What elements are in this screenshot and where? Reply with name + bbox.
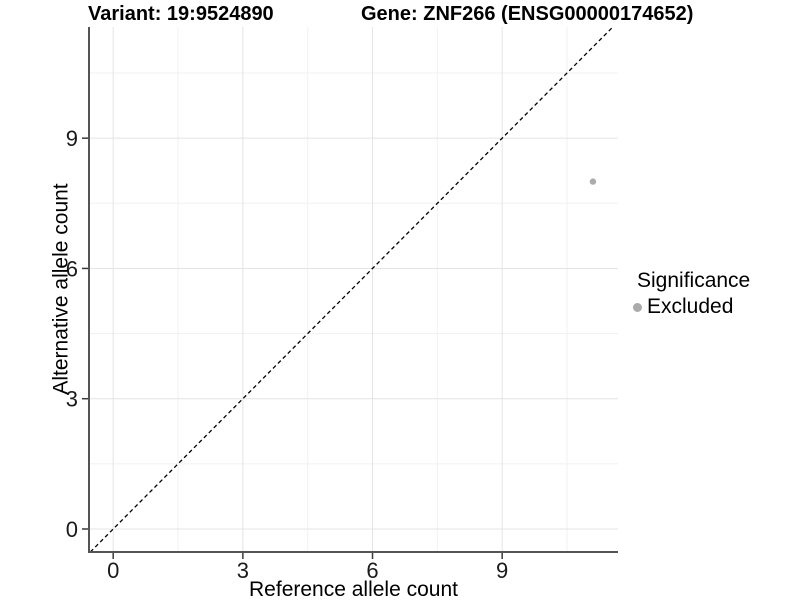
y-tick-label: 9 xyxy=(66,126,78,151)
y-tick-label: 0 xyxy=(66,517,78,542)
x-tick-label: 9 xyxy=(496,558,508,583)
plot-title-gene: Gene: ZNF266 (ENSG00000174652) xyxy=(361,3,694,25)
legend-item-label: Excluded xyxy=(647,295,734,318)
y-tick-label: 3 xyxy=(66,387,78,412)
legend-item-excluded: Excluded xyxy=(633,295,750,319)
y-axis-title: Alternative allele count xyxy=(50,183,74,395)
legend: Significance Excluded xyxy=(633,269,750,319)
data-point xyxy=(589,178,597,185)
x-axis-title: Reference allele count xyxy=(249,578,458,600)
x-tick-label: 0 xyxy=(107,558,119,583)
identity-line xyxy=(89,26,614,553)
legend-point-icon xyxy=(633,302,642,312)
legend-title: Significance xyxy=(637,269,751,292)
plot-title-variant: Variant: 19:9524890 xyxy=(88,3,274,25)
y-tick-label: 6 xyxy=(66,256,78,281)
x-tick-label: 3 xyxy=(237,558,249,583)
x-tick-label: 6 xyxy=(366,558,378,583)
